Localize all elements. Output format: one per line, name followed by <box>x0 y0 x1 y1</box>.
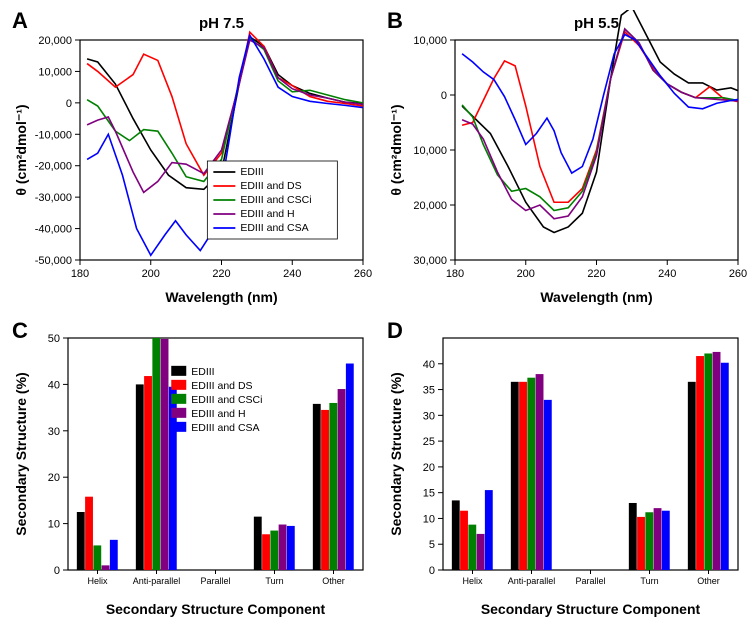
panel-b: B pH 5.5 180 200 220 240 260 30,000 20,000 10,00… <box>385 10 750 310</box>
panel-d-label: D <box>387 318 403 344</box>
svg-text:pH 7.5: pH 7.5 <box>199 15 244 32</box>
svg-text:EDIII and H: EDIII and H <box>191 408 245 420</box>
panel-c-label: C <box>12 318 28 344</box>
svg-text:θ (cm²dmol⁻¹): θ (cm²dmol⁻¹) <box>388 104 404 195</box>
svg-text:40: 40 <box>423 359 435 371</box>
svg-text:EDIII and CSCi: EDIII and CSCi <box>191 394 262 406</box>
svg-text:Secondary Structure Component: Secondary Structure Component <box>481 601 701 617</box>
svg-text:20: 20 <box>48 472 60 484</box>
svg-text:EDIII and DS: EDIII and DS <box>240 180 301 192</box>
svg-text:220: 220 <box>212 268 230 280</box>
panel-a: A pH 7.5 180 200 220 240 260 -50,000 -40,000 -30… <box>10 10 375 310</box>
panel-c: C 0 10 20 30 40 50 Helix Anti-parallel Parallel T… <box>10 320 375 620</box>
svg-text:Secondary Structure (%): Secondary Structure (%) <box>13 372 29 535</box>
svg-text:260: 260 <box>354 268 372 280</box>
svg-text:220: 220 <box>587 268 605 280</box>
svg-text:Anti-parallel: Anti-parallel <box>508 576 556 586</box>
svg-text:0: 0 <box>66 98 72 110</box>
panel-a-chart: pH 7.5 180 200 220 240 260 -50,000 -40,000 -30,0… <box>10 10 375 310</box>
svg-text:pH 5.5: pH 5.5 <box>574 15 619 32</box>
svg-text:Turn: Turn <box>265 576 283 586</box>
panel-a-label: A <box>12 8 28 34</box>
svg-text:15: 15 <box>423 488 435 500</box>
svg-text:10,000: 10,000 <box>38 66 72 78</box>
svg-text:Anti-parallel: Anti-parallel <box>133 576 181 586</box>
svg-text:Wavelength (nm): Wavelength (nm) <box>165 289 277 305</box>
svg-text:20,000: 20,000 <box>413 200 447 212</box>
svg-text:θ (cm²dmol⁻¹): θ (cm²dmol⁻¹) <box>13 104 29 195</box>
svg-text:10,000: 10,000 <box>413 145 447 157</box>
panel-c-chart: 0 10 20 30 40 50 Helix Anti-parallel Parallel Tur… <box>10 320 375 620</box>
svg-text:Other: Other <box>322 576 345 586</box>
svg-text:180: 180 <box>71 268 89 280</box>
svg-text:-10,000: -10,000 <box>35 129 72 141</box>
svg-text:Parallel: Parallel <box>200 576 230 586</box>
svg-text:EDIII and DS: EDIII and DS <box>191 380 252 392</box>
panel-d-chart: 0 5 10 15 20 25 30 35 40 Helix Anti-parallel Parall… <box>385 320 750 620</box>
svg-text:40: 40 <box>48 379 60 391</box>
svg-text:Turn: Turn <box>640 576 658 586</box>
svg-text:0: 0 <box>441 90 447 102</box>
svg-text:Parallel: Parallel <box>575 576 605 586</box>
svg-text:-30,000: -30,000 <box>35 192 72 204</box>
svg-text:Other: Other <box>697 576 720 586</box>
panel-b-chart: pH 5.5 180 200 220 240 260 30,000 20,000 10,000 0… <box>385 10 750 310</box>
svg-text:20: 20 <box>423 462 435 474</box>
svg-text:260: 260 <box>729 268 747 280</box>
svg-text:30: 30 <box>48 426 60 438</box>
svg-text:50: 50 <box>48 333 60 345</box>
panel-b-label: B <box>387 8 403 34</box>
svg-text:-20,000: -20,000 <box>35 161 72 173</box>
svg-text:200: 200 <box>517 268 535 280</box>
svg-text:240: 240 <box>658 268 676 280</box>
figure-grid: A pH 7.5180200220240260-50,000-40,000-30… <box>10 10 745 617</box>
svg-text:EDIII and CSCi: EDIII and CSCi <box>240 194 311 206</box>
svg-text:Helix: Helix <box>87 576 108 586</box>
svg-text:Wavelength (nm): Wavelength (nm) <box>540 289 652 305</box>
svg-text:200: 200 <box>142 268 160 280</box>
svg-text:Secondary Structure (%): Secondary Structure (%) <box>388 372 404 535</box>
svg-text:240: 240 <box>283 268 301 280</box>
svg-text:25: 25 <box>423 436 435 448</box>
svg-text:EDIII and CSA: EDIII and CSA <box>191 422 259 434</box>
svg-text:EDIII: EDIII <box>191 366 214 378</box>
svg-text:30,000: 30,000 <box>413 255 447 267</box>
svg-text:-50,000: -50,000 <box>35 255 72 267</box>
svg-text:20,000: 20,000 <box>38 35 72 47</box>
svg-text:35: 35 <box>423 385 435 397</box>
svg-text:Secondary Structure Component: Secondary Structure Component <box>106 601 326 617</box>
svg-text:10: 10 <box>48 519 60 531</box>
svg-text:Helix: Helix <box>462 576 483 586</box>
svg-text:30: 30 <box>423 410 435 422</box>
svg-text:180: 180 <box>446 268 464 280</box>
svg-text:-40,000: -40,000 <box>35 224 72 236</box>
svg-text:10: 10 <box>423 513 435 525</box>
svg-text:0: 0 <box>429 565 435 577</box>
svg-text:EDIII: EDIII <box>240 166 263 178</box>
svg-text:EDIII and CSA: EDIII and CSA <box>240 222 308 234</box>
svg-text:5: 5 <box>429 539 435 551</box>
svg-text:0: 0 <box>54 565 60 577</box>
svg-text:10,000: 10,000 <box>413 35 447 47</box>
svg-text:EDIII and H: EDIII and H <box>240 208 294 220</box>
panel-d: D 0 5 10 15 20 25 30 35 40 Helix Anti-parallel Para… <box>385 320 750 620</box>
